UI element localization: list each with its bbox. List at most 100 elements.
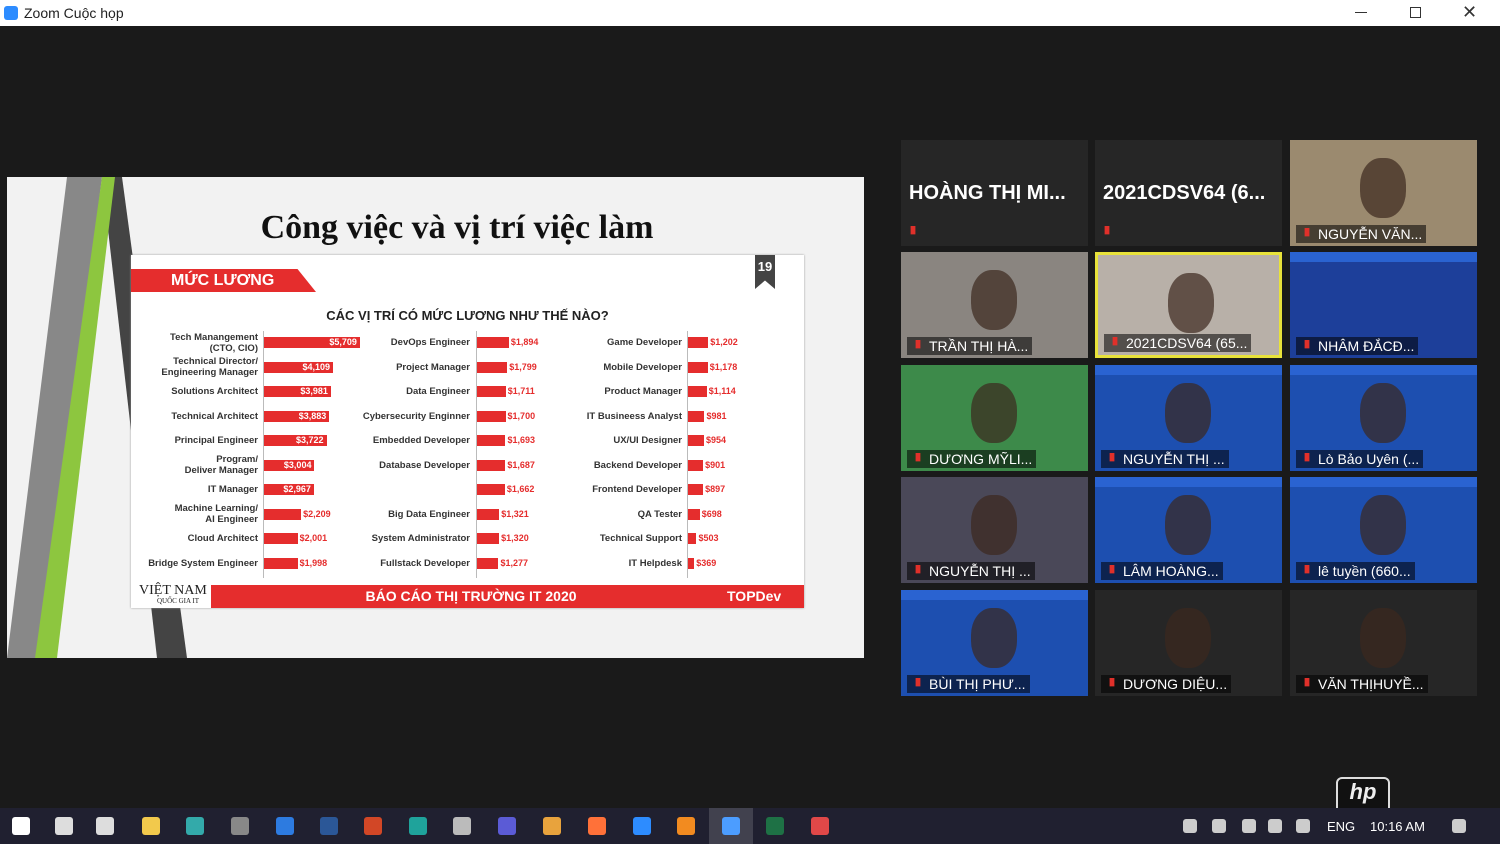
language-indicator[interactable]: ENG [1327,819,1356,834]
participant-face [971,383,1017,443]
section-title: MỨC LƯƠNG [171,272,275,289]
participant-tile[interactable]: NGUYỄN VĂN... [1290,140,1477,246]
taskbar-icon[interactable] [409,817,427,835]
category-label: Fullstack Developer [380,557,470,569]
footer-brand: VIỆT NAM [139,583,207,598]
participant-name: TRẦN THỊ HÀ... [907,337,1033,355]
participant-face [1168,273,1214,333]
value-label: $1,693 [507,435,535,445]
taskbar-icon[interactable] [543,817,561,835]
participant-tile[interactable]: 2021CDSV64 (65... [1095,252,1282,358]
minimize-button[interactable] [1355,12,1367,13]
category-label: Frontend Developer [592,484,682,495]
value-label: $503 [698,533,719,543]
participant-tile[interactable]: lê tuyền (660... [1290,477,1477,583]
taskbar-icon[interactable] [498,817,516,835]
bar [477,435,506,446]
section-banner [131,269,316,292]
participant-tile[interactable]: NGUYỄN THỊ ... [901,477,1088,583]
taskbar-icon[interactable] [453,817,471,835]
taskbar-icon[interactable] [722,817,740,835]
bar [477,386,506,397]
taskbar-icon[interactable] [588,817,606,835]
category-label: Cloud Architect [187,533,258,544]
participant-face [971,270,1017,330]
value-label: $901 [705,459,726,470]
participant-tile[interactable]: TRẦN THỊ HÀ... [901,252,1088,358]
bar [688,435,705,446]
bar [264,386,331,397]
participant-name: Lò Bảo Uyên (... [1296,450,1424,468]
value-label: $369 [696,557,717,568]
taskbar-icon[interactable] [186,817,204,835]
bar [264,410,330,422]
taskbar-icon[interactable] [320,817,338,835]
bar [264,337,360,348]
taskbar-icon[interactable] [633,817,651,835]
participant-tile[interactable]: BÙI THỊ PHƯ... [901,590,1088,696]
participant-tile[interactable]: NGUYỄN THỊ ... [1095,365,1282,471]
participant-tile[interactable]: VĂN THỊHUYỀ... [1290,590,1477,696]
participant-name: HOÀNG THỊ MI... [909,182,1066,204]
value-label: $1,202 [710,337,738,347]
value-label: $1,700 [507,410,536,421]
tray-icon[interactable] [1183,819,1197,833]
bar [688,459,704,471]
category-label: Big Data Engineer [388,508,470,520]
participant-tile[interactable]: HOÀNG THỊ MI... [901,140,1088,246]
footer-center: BÁO CÁO THỊ TRƯỜNG IT 2020 [365,588,577,604]
tray-icon[interactable] [1212,819,1226,833]
taskbar-icon[interactable] [231,817,249,835]
bar [477,361,508,373]
participant-tile[interactable]: DƯƠNG MỸLI... [901,365,1088,471]
category-label: Machine Learning/ AI Engineer [174,503,258,525]
stripe [35,177,115,658]
taskbar-icon[interactable] [276,817,294,835]
meeting-banner [901,590,1088,600]
restore-button[interactable] [1410,7,1421,18]
clock[interactable]: 10:16 AM [1370,819,1425,834]
taskbar-icon[interactable] [811,817,829,835]
participant-tile[interactable]: 2021CDSV64 (6... [1095,140,1282,246]
taskbar-icon[interactable] [142,817,160,835]
salary-charts: Tech Manangement (CTO, CIO) $5,709 Technic… [131,255,804,608]
bar [477,557,499,569]
taskbar-icon[interactable] [677,817,695,835]
category-label: Game Developer [607,337,682,348]
taskbar-icon[interactable] [55,817,73,835]
bar [264,484,314,495]
muted-icon [1112,337,1118,346]
taskbar-icon[interactable] [12,817,30,835]
bar [477,484,505,495]
meeting-banner [1290,477,1477,487]
participant-name: 2021CDSV64 (6... [1103,182,1266,204]
tray-icon[interactable] [1296,819,1310,833]
participant-face [971,495,1017,555]
taskbar-icon[interactable] [364,817,382,835]
tray-icon[interactable] [1242,819,1256,833]
participant-face [1360,383,1406,443]
participant-tile[interactable]: NHÂM ĐẮCĐ... [1290,252,1477,358]
taskbar-icon[interactable] [96,817,114,835]
title-bar: Zoom Cuộc họp ✕ [0,0,1500,26]
bar [688,533,697,544]
category-label: Project Manager [396,361,470,373]
value-label: $1,687 [507,459,535,470]
category-label: System Administrator [371,533,470,544]
value-label: $1,711 [507,386,535,396]
participant-tile[interactable]: Lò Bảo Uyên (... [1290,365,1477,471]
participant-name: NGUYỄN THỊ ... [1101,450,1229,468]
stripe [7,177,102,658]
bar [688,557,695,569]
tray-icon[interactable] [1452,819,1466,833]
taskbar-icon[interactable] [766,817,784,835]
participant-tile[interactable]: LÂM HOÀNG... [1095,477,1282,583]
tray-icon[interactable] [1268,819,1282,833]
value-label: $1,799 [509,361,537,372]
value-label: $698 [701,508,722,519]
close-button[interactable]: ✕ [1462,2,1478,22]
participant-tile[interactable]: DƯƠNG DIỆU... [1095,590,1282,696]
participant-face [1165,383,1211,443]
muted-icon [1109,565,1115,574]
